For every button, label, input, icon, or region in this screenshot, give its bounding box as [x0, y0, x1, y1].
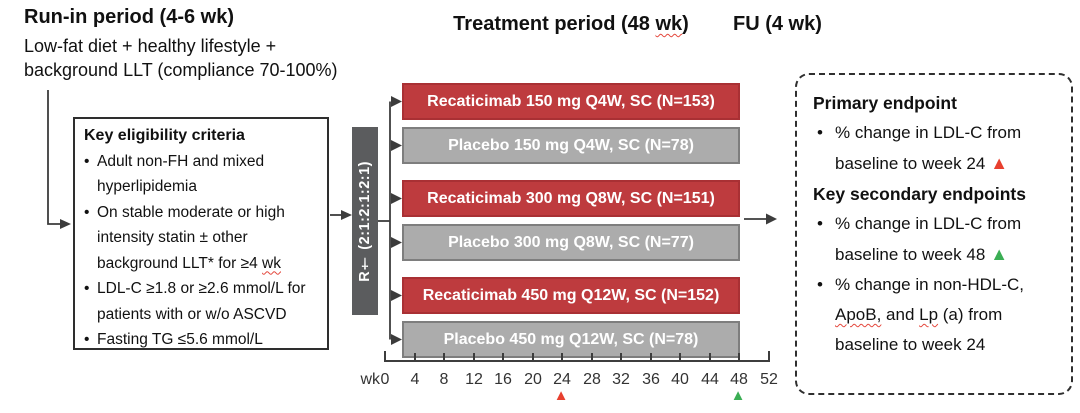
arm-recaticimab-450-q12w: Recaticimab 450 mg Q12W, SC (N=152)	[402, 277, 740, 314]
eligibility-bullet-4-text: Fasting TG ≤5.6 mmol/L	[97, 331, 263, 348]
axis-tick	[384, 351, 386, 360]
eligibility-bullet-3: • LDL-C ≥1.8 or ≥2.6 mmol/L for patients…	[84, 276, 319, 327]
run-in-period-title: Run-in period (4-6 wk)	[24, 6, 234, 28]
eligibility-bullet-1: • Adult non-FH and mixed hyperlipidemia	[84, 149, 319, 200]
axis-tick	[709, 353, 711, 360]
arm-4-arrowhead-icon	[391, 237, 402, 248]
axis-tick	[738, 353, 740, 360]
treatment-title-paren: )	[682, 13, 689, 35]
eligibility-bullet-3-text: LDL-C ≥1.8 or ≥2.6 mmol/L for patients w…	[97, 280, 306, 323]
axis-tick-label-44: 44	[701, 371, 719, 388]
primary-endpoint-title: Primary endpoint	[813, 93, 957, 113]
primary-endpoint-text: % change in LDL-C from baseline to week …	[835, 123, 1022, 173]
bullet-icon: •	[84, 203, 90, 221]
arm-recaticimab-150-q4w: Recaticimab 150 mg Q4W, SC (N=153)	[402, 83, 740, 120]
axis-tick	[620, 353, 622, 360]
axis-tick-label-16: 16	[494, 371, 512, 388]
arm-3-arrowhead-icon	[391, 193, 402, 204]
eligibility-bullet-1-text: Adult non-FH and mixed hyperlipidemia	[97, 152, 265, 196]
treatment-title-text: Treatment period (48	[453, 13, 656, 35]
axis-tick	[414, 353, 416, 360]
secondary-endpoint-bullet-2: • % change in non-HDL-C, ApoB, and Lp (a…	[813, 270, 1055, 360]
exit-arrowhead-icon	[766, 213, 777, 225]
arm-5-arrowhead-icon	[391, 290, 402, 301]
secondary-endpoint-2-lp: Lp	[919, 305, 939, 324]
eligibility-bullet-2-text: On stable moderate or high intensity sta…	[97, 203, 285, 272]
treatment-title-wk: wk	[655, 13, 683, 35]
axis-tick-label-8: 8	[439, 371, 449, 388]
arm-label: Placebo 150 mg Q4W, SC (N=78)	[448, 136, 694, 154]
bullet-icon: •	[84, 152, 90, 170]
treatment-period-title: Treatment period (48 wk)	[402, 13, 740, 36]
randomization-ratio-label: R† (2:1:2:1:2:1)	[357, 160, 373, 282]
axis-tick-label-12: 12	[465, 371, 483, 388]
arm-label: Recaticimab 300 mg Q8W, SC (N=151)	[427, 189, 715, 207]
week48-triangle-icon: ▲	[730, 387, 746, 404]
axis-tick	[679, 353, 681, 360]
bullet-icon: •	[84, 331, 90, 348]
run-in-arrowhead-icon	[60, 219, 71, 229]
arm-label: Recaticimab 150 mg Q4W, SC (N=153)	[427, 92, 715, 110]
secondary-endpoint-2-apob: ApoB,	[835, 305, 882, 324]
axis-tick-label-52: 52	[760, 371, 778, 388]
red-triangle-icon: ▲	[990, 153, 1009, 173]
eligibility-bullet-2-wk: wk	[262, 254, 281, 272]
green-triangle-icon: ▲	[990, 244, 1009, 264]
arm-placebo-300-q8w: Placebo 300 mg Q8W, SC (N=77)	[402, 224, 740, 261]
axis-tick	[473, 353, 475, 360]
axis-tick-label-40: 40	[671, 371, 689, 388]
axis-tick-label-48: 48	[730, 371, 748, 388]
axis-tick-label-36: 36	[642, 371, 660, 388]
run-in-to-eligibility-arrow-line	[47, 90, 60, 225]
axis-tick	[502, 353, 504, 360]
secondary-endpoint-2-post: (a) from baseline to week 24	[835, 305, 1003, 354]
endpoints-box: Primary endpoint • % change in LDL-C fro…	[795, 73, 1073, 395]
arm-2-arrowhead-icon	[391, 140, 402, 151]
run-in-subtitle-line1: Low-fat diet + healthy lifestyle +	[24, 36, 277, 56]
arm-recaticimab-300-q8w: Recaticimab 300 mg Q8W, SC (N=151)	[402, 180, 740, 217]
eligibility-bullet-2: • On stable moderate or high intensity s…	[84, 200, 319, 277]
axis-tick	[443, 353, 445, 360]
arm-label: Recaticimab 450 mg Q12W, SC (N=152)	[422, 286, 720, 304]
axis-tick	[561, 353, 563, 360]
eligibility-title: Key eligibility criteria	[84, 127, 245, 144]
axis-tick-label-20: 20	[524, 371, 542, 388]
secondary-endpoint-2-text: % change in non-HDL-C,	[835, 275, 1024, 294]
eligibility-criteria-box: Key eligibility criteria • Adult non-FH …	[73, 117, 329, 350]
axis-tick-label-32: 32	[612, 371, 630, 388]
arm-label: Placebo 300 mg Q8W, SC (N=77)	[448, 233, 694, 251]
axis-unit-label: wk	[360, 371, 380, 388]
axis-tick	[591, 353, 593, 360]
axis-tick-label-24: 24	[553, 371, 571, 388]
eligibility-bullet-4: • Fasting TG ≤5.6 mmol/L	[84, 327, 319, 353]
bullet-icon: •	[817, 123, 823, 142]
secondary-endpoints-title: Key secondary endpoints	[813, 184, 1026, 204]
run-in-subtitle-line2: background LLT (compliance 70-100%)	[24, 60, 338, 80]
arm-placebo-150-q4w: Placebo 150 mg Q4W, SC (N=78)	[402, 127, 740, 164]
eligibility-arrowhead-icon	[341, 210, 352, 220]
axis-tick	[532, 353, 534, 360]
axis-tick-label-0: 0	[380, 371, 390, 388]
secondary-endpoint-1-text: % change in LDL-C from baseline to week …	[835, 214, 1022, 264]
secondary-endpoint-bullet-1: • % change in LDL-C from baseline to wee…	[813, 209, 1055, 270]
randomization-bar: R† (2:1:2:1:2:1)	[352, 127, 378, 315]
primary-endpoint-bullet: • % change in LDL-C from baseline to wee…	[813, 118, 1055, 179]
arm-placebo-450-q12w: Placebo 450 mg Q12W, SC (N=78)	[402, 321, 740, 358]
axis-tick-label-28: 28	[583, 371, 601, 388]
arm-6-arrowhead-icon	[391, 334, 402, 345]
axis-tick-label-4: 4	[410, 371, 420, 388]
axis-tick	[768, 351, 770, 360]
axis-tick	[650, 353, 652, 360]
week-axis-line	[384, 360, 770, 362]
bullet-icon: •	[817, 275, 823, 294]
arm-label: Placebo 450 mg Q12W, SC (N=78)	[443, 330, 699, 348]
arm-1-arrowhead-icon	[391, 96, 402, 107]
bullet-icon: •	[84, 280, 90, 297]
bullet-icon: •	[817, 214, 823, 233]
week24-triangle-icon: ▲	[553, 387, 569, 404]
follow-up-title: FU (4 wk)	[733, 13, 822, 35]
secondary-endpoint-2-mid: and	[881, 305, 920, 324]
